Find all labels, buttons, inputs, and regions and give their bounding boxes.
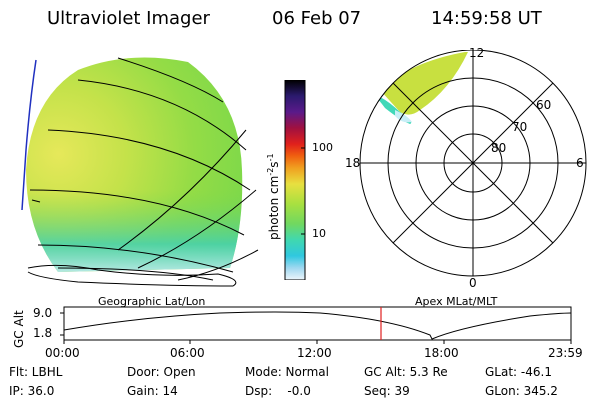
instrument-title: Ultraviolet Imager (47, 8, 210, 29)
mlt-label-12: 12 (469, 46, 485, 60)
globe-image (21, 57, 259, 287)
dsp-status: Dsp: -0.0 (245, 384, 311, 398)
polar-label: Apex MLat/MLT (415, 295, 498, 308)
gc-alt-status: GC Alt: 5.3 Re (364, 365, 448, 379)
mlt-label-0: 0 (469, 276, 477, 290)
lat-label-70: 70 (512, 120, 528, 134)
lat-label-60: 60 (536, 98, 552, 112)
altitude-plot (60, 306, 572, 344)
time-label: 14:59:58 UT (431, 8, 542, 29)
colorbar-unit-label: photon cm-2s-1 (266, 153, 281, 240)
date-label: 06 Feb 07 (272, 8, 362, 29)
altitude-curve (63, 311, 572, 340)
mlt-label-18: 18 (345, 156, 361, 170)
gc-alt-axis-label: GC Alt (12, 310, 26, 348)
x-tick-1800: 18:00 (424, 346, 459, 360)
door-status: Door: Open (127, 365, 196, 379)
ip-status: IP: 36.0 (9, 384, 55, 398)
globe-aurora-fill (26, 57, 243, 272)
x-tick-1200: 12:00 (297, 346, 332, 360)
globe-label: Geographic Lat/Lon (98, 295, 206, 308)
lat-lon-grid (29, 57, 259, 281)
coastline (27, 199, 237, 287)
gc-alt-tick-high: 9.0 (33, 306, 53, 320)
colorbar (284, 80, 306, 280)
glat-status: GLat: -46.1 (485, 365, 552, 379)
gc-alt-tick-low: 1.8 (33, 326, 53, 340)
x-tick-2359: 23:59 (548, 346, 583, 360)
colorbar-tick-10: 10 (312, 227, 326, 240)
mode-status: Mode: Normal (245, 365, 329, 379)
polar-plot (359, 50, 587, 277)
polar-grid (359, 50, 587, 277)
seq-status: Seq: 39 (364, 384, 410, 398)
x-tick-0000: 00:00 (45, 346, 80, 360)
gain-status: Gain: 14 (127, 384, 178, 398)
terminator-line (21, 59, 37, 211)
lat-label-80: 80 (491, 141, 507, 155)
mlt-label-6: 6 (576, 156, 584, 170)
glon-status: GLon: 345.2 (485, 384, 558, 398)
filter-status: Flt: LBHL (9, 365, 63, 379)
x-tick-0600: 06:00 (170, 346, 205, 360)
colorbar-tick-100: 100 (312, 141, 333, 154)
